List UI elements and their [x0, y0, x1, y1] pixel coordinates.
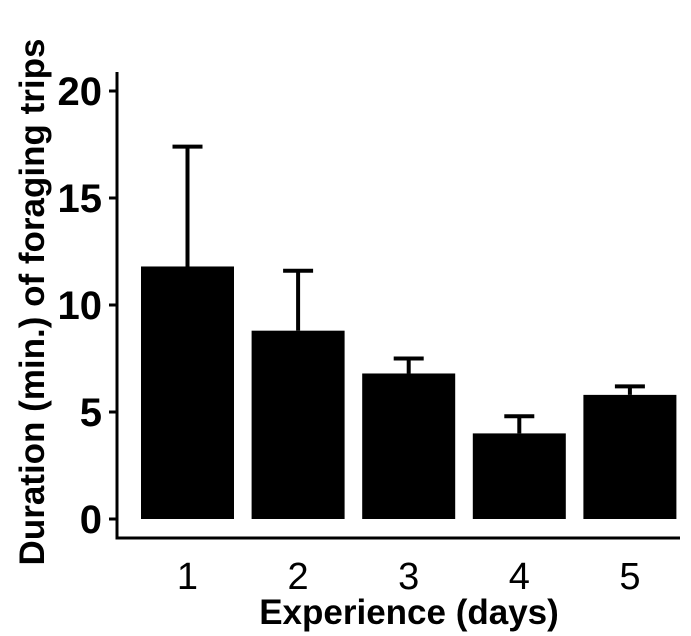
y-tick-labels: 0 5 10 15 20 — [58, 70, 117, 542]
x-tick-label: 5 — [619, 556, 640, 598]
y-tick-label: 20 — [58, 70, 103, 114]
y-tick-label: 5 — [80, 391, 102, 435]
x-tick-label: 2 — [288, 556, 309, 598]
y-axis-label: Duration (min.) of foraging trips — [13, 39, 52, 566]
bar — [583, 394, 677, 519]
y-tick-label: 10 — [58, 284, 103, 328]
bars — [141, 266, 677, 519]
bar — [141, 266, 234, 519]
error-bars — [172, 144, 645, 434]
bar — [251, 330, 345, 519]
y-tick-label: 0 — [80, 498, 102, 542]
x-axis-label: Experience (days) — [259, 593, 559, 632]
x-tick-labels: 1 2 3 4 5 — [177, 556, 641, 598]
x-tick-label: 3 — [398, 556, 419, 598]
y-tick-label: 15 — [58, 177, 103, 221]
bar — [362, 373, 456, 519]
x-tick-label: 4 — [509, 556, 530, 598]
bar — [472, 433, 566, 519]
x-tick-label: 1 — [177, 556, 198, 598]
